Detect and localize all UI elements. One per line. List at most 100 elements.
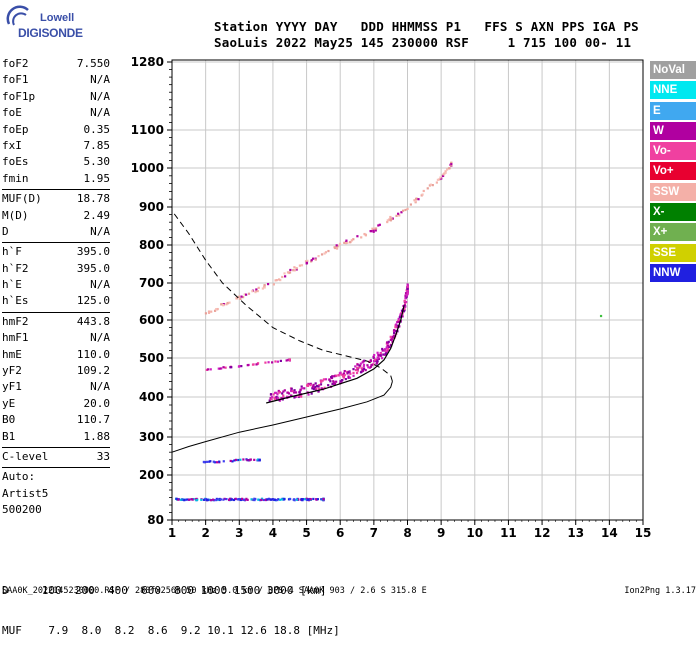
electron-density-profile-lower (171, 381, 393, 453)
echo-point (322, 497, 325, 501)
echo-point (287, 392, 291, 395)
echo-point (295, 268, 298, 271)
echo-point (228, 498, 231, 502)
echo-point (253, 458, 256, 461)
echo-point (213, 461, 216, 464)
echo-point (400, 211, 403, 214)
echo-point (319, 383, 323, 386)
echo-point (323, 386, 326, 389)
echo-point (233, 459, 236, 462)
echo-point (335, 244, 338, 247)
param-label: yE (2, 396, 16, 410)
echo-point (350, 239, 353, 242)
param-row-hmf1: hmF1 N/A (2, 330, 110, 346)
echo-point (338, 242, 342, 246)
echo-point (429, 183, 432, 186)
echo-point (303, 387, 306, 390)
echo-point (397, 212, 400, 215)
autoscale-info-line: Auto: (2, 470, 36, 484)
echo-point (223, 497, 226, 500)
echo-point (220, 303, 223, 306)
echo-point (388, 218, 391, 221)
echo-point (413, 199, 416, 202)
param-label: D (2, 224, 9, 238)
param-value: 110.0 (76, 347, 110, 361)
x-tick-label: 4 (269, 526, 277, 540)
echo-point (390, 217, 393, 221)
echo-point (267, 361, 270, 364)
x-tick-label: 3 (235, 526, 243, 540)
echo-point (245, 497, 248, 500)
echo-point (282, 390, 285, 393)
param-row-foep: foEp 0.35 (2, 122, 110, 138)
echo-point (204, 312, 208, 315)
echo-point (286, 271, 290, 274)
echo-point (190, 498, 193, 501)
param-value: 18.78 (76, 192, 110, 206)
echo-point (290, 387, 293, 390)
legend-item-sse: SSE (650, 243, 696, 262)
param-label: B0 (2, 413, 16, 427)
plot-frame (171, 59, 644, 521)
echo-point (334, 374, 338, 377)
echo-point (293, 266, 296, 269)
param-value: 2.49 (83, 208, 111, 222)
param-label: hmE (2, 347, 22, 361)
logo-line1: Lowell (40, 12, 75, 24)
echo-point (324, 378, 328, 381)
echo-point (320, 253, 324, 256)
echo-point (207, 368, 210, 371)
echo-point (175, 497, 178, 500)
echo-point (298, 390, 301, 394)
x-tick-label: 2 (201, 526, 209, 540)
x-tick-label: 1 (168, 526, 176, 540)
echo-point (436, 178, 440, 181)
echo-point (372, 230, 375, 233)
param-value: N/A (90, 224, 110, 238)
echo-point (377, 224, 380, 227)
x-tick-label: 5 (302, 526, 310, 540)
echo-point (347, 376, 350, 379)
echo-point (284, 275, 287, 278)
echo-point (377, 356, 380, 359)
echo-point (376, 360, 379, 363)
echo-point (256, 362, 259, 366)
echo-point (386, 220, 389, 224)
echo-point (215, 461, 219, 464)
param-label: fxI (2, 138, 22, 152)
param-value: 110.7 (76, 413, 110, 427)
param-label: MUF(D) (2, 192, 42, 206)
param-value: 33 (96, 449, 110, 463)
echo-point (295, 267, 298, 270)
param-value: 0.35 (83, 122, 111, 136)
echo-point (282, 396, 285, 399)
param-value: 125.0 (76, 294, 110, 308)
echo-point (275, 279, 278, 282)
lowell-digisonde-logo: Lowell DIGISONDE (4, 4, 83, 44)
param-value: N/A (90, 106, 110, 120)
echo-point (401, 315, 404, 318)
echo-point (234, 458, 238, 462)
footer-file-info: SAA0K_2022145230000.RSF / 280fx256h 50 k… (2, 586, 427, 596)
echo-point (276, 498, 279, 502)
echo-point (450, 163, 453, 166)
echo-point (202, 460, 206, 464)
echo-point (404, 294, 407, 297)
echo-point (305, 262, 308, 265)
echo-point (240, 497, 244, 500)
echo-point (338, 372, 341, 375)
echo-point (195, 497, 198, 501)
param-row-hme: hmE 110.0 (2, 347, 110, 363)
echo-point (237, 458, 240, 462)
echo-point (273, 397, 277, 401)
echo-point (347, 371, 350, 374)
echo-point (315, 498, 318, 501)
autoscale-info-line: 500200 (2, 503, 42, 517)
echo-point (394, 326, 397, 329)
param-value: 1.88 (83, 429, 111, 443)
echo-point (317, 385, 320, 388)
echo-point (293, 269, 296, 272)
echo-point (393, 331, 396, 335)
echo-point (272, 283, 275, 286)
param-value: 7.550 (76, 57, 110, 70)
